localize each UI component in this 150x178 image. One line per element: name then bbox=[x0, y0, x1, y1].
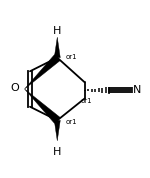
Text: or1: or1 bbox=[81, 98, 92, 104]
Text: H: H bbox=[53, 147, 61, 157]
Polygon shape bbox=[54, 120, 60, 141]
Text: O: O bbox=[10, 83, 19, 93]
Text: H: H bbox=[53, 26, 61, 36]
Text: N: N bbox=[133, 85, 141, 95]
Polygon shape bbox=[25, 89, 60, 123]
Polygon shape bbox=[25, 55, 60, 89]
Text: or1: or1 bbox=[66, 119, 77, 125]
Text: or1: or1 bbox=[66, 54, 77, 60]
Polygon shape bbox=[54, 37, 60, 58]
